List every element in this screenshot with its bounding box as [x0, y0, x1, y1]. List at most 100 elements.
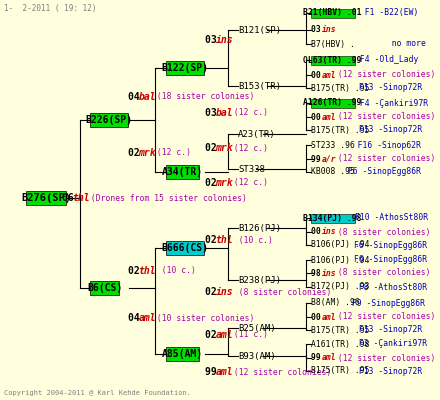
Text: A126(TR) .99: A126(TR) .99	[303, 98, 362, 108]
Text: B226(SP): B226(SP)	[85, 115, 132, 125]
Text: F6 -SinopEgg86R: F6 -SinopEgg86R	[354, 256, 427, 264]
Text: (12 sister colonies): (12 sister colonies)	[333, 354, 435, 362]
Text: 1-  2-2011 ( 19: 12): 1- 2-2011 ( 19: 12)	[4, 4, 96, 13]
Text: 00: 00	[311, 70, 326, 80]
Text: F1 -B22(EW): F1 -B22(EW)	[355, 8, 418, 18]
FancyBboxPatch shape	[166, 347, 199, 361]
FancyBboxPatch shape	[166, 241, 204, 254]
Text: ins: ins	[322, 26, 337, 34]
Text: B126(PJ): B126(PJ)	[238, 224, 281, 232]
FancyBboxPatch shape	[311, 214, 355, 222]
Text: B121(SP): B121(SP)	[238, 26, 281, 34]
Text: bal: bal	[216, 108, 233, 118]
Text: bal: bal	[139, 92, 156, 102]
Text: 02: 02	[205, 143, 223, 153]
Text: A85(AM): A85(AM)	[162, 349, 203, 359]
Text: 00: 00	[311, 228, 326, 236]
Text: ins: ins	[216, 287, 233, 297]
Text: thl: thl	[139, 266, 156, 276]
Text: 02: 02	[205, 287, 223, 297]
Text: B175(TR) .95: B175(TR) .95	[311, 366, 370, 376]
Text: 02: 02	[205, 235, 223, 245]
Text: no more: no more	[343, 40, 426, 48]
Text: 04: 04	[128, 313, 146, 323]
Text: B7(HBV) .: B7(HBV) .	[311, 40, 355, 48]
Text: (8 sister colonies): (8 sister colonies)	[229, 288, 331, 296]
Text: (12 c.): (12 c.)	[229, 108, 268, 118]
FancyBboxPatch shape	[166, 166, 199, 178]
FancyBboxPatch shape	[90, 282, 119, 294]
Text: B238(PJ): B238(PJ)	[238, 276, 281, 284]
Text: a/r: a/r	[322, 154, 337, 164]
Text: 00: 00	[311, 112, 326, 122]
Text: aml: aml	[216, 330, 233, 340]
Text: ins: ins	[322, 228, 337, 236]
Text: F16 -Sinop62R: F16 -Sinop62R	[343, 140, 422, 150]
Text: F9 -SinopEgg86R: F9 -SinopEgg86R	[347, 298, 425, 308]
FancyBboxPatch shape	[166, 62, 204, 74]
Text: F4 -Çankiri97R: F4 -Çankiri97R	[355, 98, 428, 108]
Text: 99: 99	[311, 354, 326, 362]
Text: mrk: mrk	[216, 178, 233, 188]
Text: B276(SP): B276(SP)	[21, 193, 71, 203]
Text: 02: 02	[205, 330, 223, 340]
Text: B25(AM): B25(AM)	[238, 324, 275, 332]
Text: B134(PJ) .98: B134(PJ) .98	[303, 214, 362, 222]
Text: ST338: ST338	[238, 164, 265, 174]
Text: (12 sister colonies): (12 sister colonies)	[333, 112, 435, 122]
Text: (12 c.): (12 c.)	[229, 178, 268, 188]
Text: (12 sister colonies): (12 sister colonies)	[333, 70, 435, 80]
Text: (10 c.): (10 c.)	[152, 266, 196, 276]
Text: thl: thl	[216, 235, 233, 245]
Text: 99: 99	[311, 154, 326, 164]
Text: B175(TR) .95: B175(TR) .95	[311, 326, 370, 334]
Text: (8 sister colonies): (8 sister colonies)	[333, 228, 430, 236]
Text: 06: 06	[62, 193, 80, 203]
Text: B106(PJ) .94: B106(PJ) .94	[311, 240, 370, 250]
Text: B6(CS): B6(CS)	[87, 283, 122, 293]
Text: 03: 03	[205, 35, 223, 45]
Text: mrk: mrk	[139, 148, 156, 158]
Text: A23(TR): A23(TR)	[238, 130, 275, 138]
FancyBboxPatch shape	[311, 98, 355, 108]
Text: B122(SP): B122(SP)	[161, 63, 208, 73]
Text: aml: aml	[322, 354, 337, 362]
Text: (Drones from 15 sister colonies): (Drones from 15 sister colonies)	[86, 194, 247, 202]
Text: (18 sister colonies): (18 sister colonies)	[152, 92, 254, 102]
Text: (8 sister colonies): (8 sister colonies)	[333, 268, 430, 278]
Text: B172(PJ) .93: B172(PJ) .93	[311, 282, 370, 292]
Text: (10 sister colonies): (10 sister colonies)	[152, 314, 254, 322]
Text: A34(TR): A34(TR)	[162, 167, 203, 177]
Text: mrk: mrk	[216, 143, 233, 153]
Text: B106(PJ) .94: B106(PJ) .94	[311, 256, 370, 264]
Text: F10 -AthosSt80R: F10 -AthosSt80R	[355, 214, 428, 222]
Text: F13 -Sinop72R: F13 -Sinop72R	[354, 366, 422, 376]
Text: aml: aml	[322, 112, 337, 122]
Text: thl: thl	[73, 193, 90, 203]
Text: (12 c.): (12 c.)	[229, 144, 268, 152]
Text: aml: aml	[139, 313, 156, 323]
Text: aml: aml	[322, 70, 337, 80]
Text: (12 sister colonies): (12 sister colonies)	[333, 312, 435, 322]
Text: F6 -SinopEgg86R: F6 -SinopEgg86R	[354, 240, 427, 250]
Text: (10 c.): (10 c.)	[229, 236, 273, 244]
Text: 03: 03	[311, 26, 326, 34]
Text: aml: aml	[216, 367, 233, 377]
Text: 04: 04	[128, 92, 146, 102]
Text: 02: 02	[128, 266, 146, 276]
Text: B666(CS): B666(CS)	[161, 243, 208, 253]
Text: 99: 99	[205, 367, 223, 377]
Text: B8(AM) .96: B8(AM) .96	[311, 298, 360, 308]
FancyBboxPatch shape	[90, 114, 128, 126]
Text: ST233 .96: ST233 .96	[311, 140, 355, 150]
Text: (12 sister colonies): (12 sister colonies)	[229, 368, 331, 376]
Text: B175(TR) .95: B175(TR) .95	[311, 84, 370, 92]
FancyBboxPatch shape	[311, 8, 355, 18]
Text: 98: 98	[311, 268, 326, 278]
Text: ins: ins	[216, 35, 233, 45]
Text: KB008 .95: KB008 .95	[311, 168, 355, 176]
Text: B153(TR): B153(TR)	[238, 82, 281, 90]
Text: F8 -AthosSt80R: F8 -AthosSt80R	[354, 282, 427, 292]
Text: F13 -Sinop72R: F13 -Sinop72R	[354, 326, 422, 334]
Text: (11 c.): (11 c.)	[229, 330, 268, 340]
